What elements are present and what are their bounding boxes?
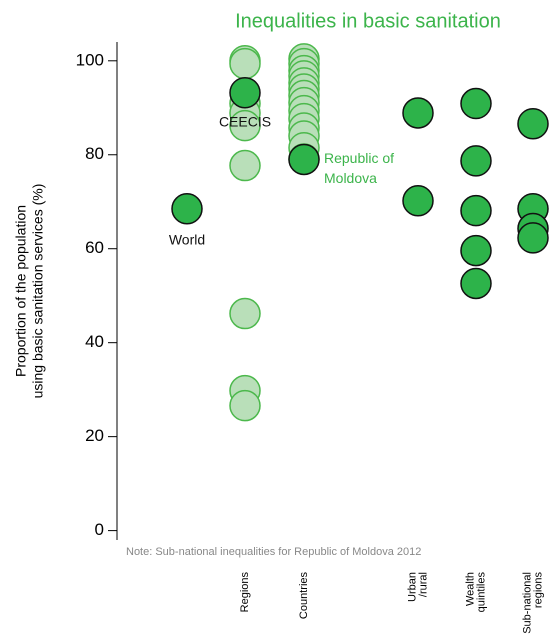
x-tick-label: Regions [239,572,251,613]
dot [229,47,261,80]
y-axis-label: using basic sanitation services (%) [30,184,46,399]
dot [171,193,203,225]
y-tick-label: 40 [85,332,104,351]
y-tick-label: 20 [85,426,104,445]
x-tick-label: Sub-national [521,572,533,634]
annotation: World [169,231,205,247]
dot [460,87,492,120]
y-tick-label: 100 [76,50,104,69]
dot [460,234,492,267]
dot [229,297,261,330]
chart-title: Inequalities in basic sanitation [235,10,501,32]
x-tick-label: Wealth [464,572,476,606]
annotation: CEECIS [219,113,271,129]
y-axis-label: Proportion of the population [13,205,29,377]
dot [517,222,549,254]
x-tick-label: Countries [298,572,310,620]
dot [229,109,261,142]
dot [460,145,492,177]
x-tick-label: quintiles [475,572,487,613]
dot [229,389,261,422]
dot [460,194,492,227]
dot [229,76,261,109]
dot [229,149,261,182]
dot [402,97,434,129]
y-tick-label: 60 [85,238,104,257]
y-tick-label: 0 [95,520,104,539]
dot [402,185,434,217]
x-tick-label: regions [532,572,544,609]
dot [288,143,320,176]
x-tick-label: /rural [417,572,429,597]
x-tick-label: Urban [406,572,418,602]
annotation: Moldova [324,170,377,186]
annotation: Republic of [324,150,394,166]
dot [460,267,492,300]
note: Note: Sub-national inequalities for Repu… [126,546,421,558]
dot [517,107,549,140]
y-tick-label: 80 [85,144,104,163]
